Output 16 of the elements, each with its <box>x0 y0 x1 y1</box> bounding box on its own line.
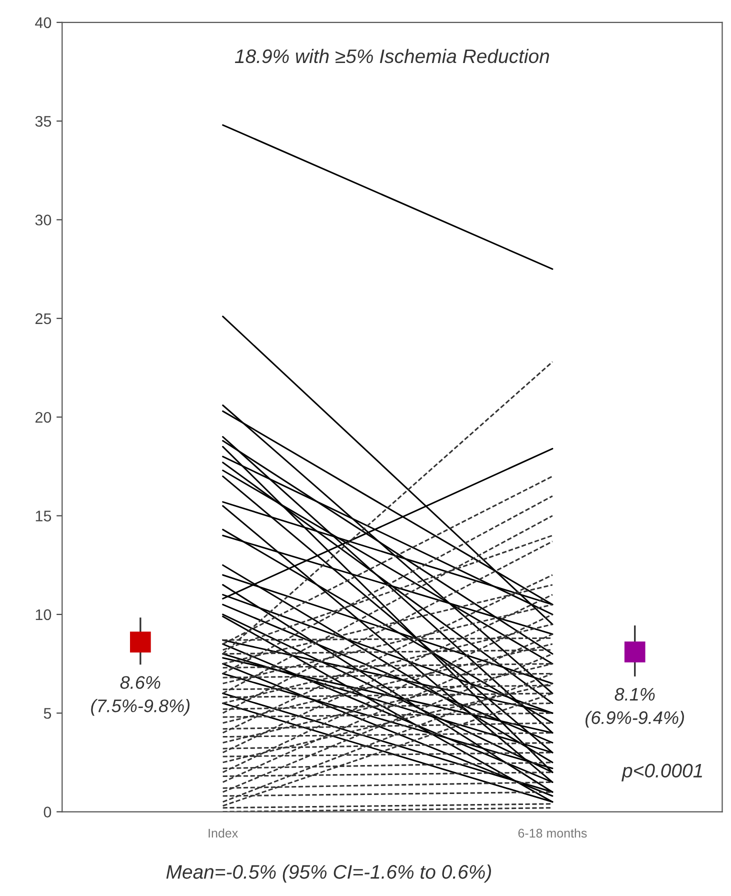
annotation: p<0.0001 <box>622 764 702 782</box>
x-tick-label: 6-18 months <box>518 828 587 838</box>
annotation: 18.9% with ≥5% Ischemia Reduction <box>234 48 550 64</box>
data-label: 8.6% (7.5%-9.8%) <box>91 676 190 716</box>
y-tick-label: 40 <box>35 17 52 28</box>
y-tick-label: 15 <box>36 510 52 522</box>
text: Mean=-0.5% (95% CI=-1.6% to 0.6%) <box>166 864 491 883</box>
y-tick-label: 20 <box>35 412 52 423</box>
data-label: 8.1% (6.9%-9.4%) <box>586 688 684 728</box>
y-tick-label: 10 <box>36 609 52 620</box>
y-tick-label: 35 <box>35 116 52 127</box>
y-tick-label: 25 <box>35 313 52 324</box>
y-tick-label: 30 <box>35 214 52 226</box>
x-tick-label: Index <box>208 828 238 838</box>
y-tick-label: 5 <box>44 708 52 719</box>
y-tick-label: 0 <box>44 806 52 818</box>
